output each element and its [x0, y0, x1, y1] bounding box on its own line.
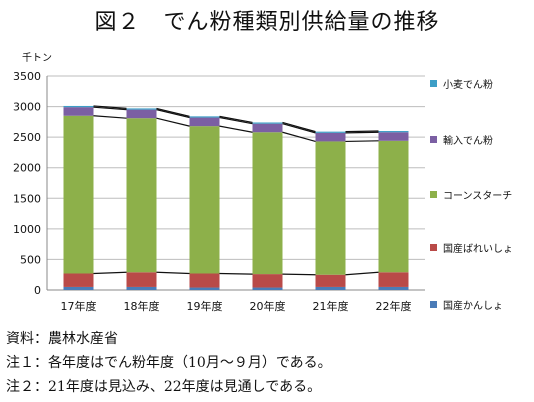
x-tick-label: 19年度	[187, 299, 223, 313]
bar-segment	[315, 286, 346, 290]
legend-label: 国産かんしょ	[443, 301, 503, 312]
bar-segment	[252, 123, 283, 133]
legend-label: 小麦でん粉	[443, 80, 493, 91]
bar-segment	[252, 287, 283, 290]
bar-segment	[63, 286, 94, 290]
notes: 資料：農林水産省 注１：各年度はでん粉年度（10月～９月）である。 注２：21年…	[6, 327, 332, 399]
bar-segment	[63, 107, 94, 116]
legend-swatch	[430, 80, 437, 87]
bar-segment	[189, 117, 220, 127]
legend-label: 国産ばれいしょ	[443, 244, 513, 255]
bar-segment	[252, 122, 283, 124]
bar-segment	[126, 286, 157, 290]
legend-item: 国産かんしょ	[430, 297, 503, 312]
y-tick-label: 1500	[13, 192, 41, 205]
bar-segment	[378, 272, 409, 287]
x-tick-label: 20年度	[250, 299, 286, 313]
y-tick-label: 2000	[13, 162, 41, 175]
legend-swatch	[430, 301, 437, 308]
note-1: 注１：各年度はでん粉年度（10月～９月）である。	[6, 355, 332, 371]
legend-label: コーンスターチ	[443, 191, 513, 202]
chart-title: 図２ でん粉種類別供給量の推移	[94, 10, 440, 35]
x-tick-label: 17年度	[61, 299, 97, 313]
legend-swatch	[430, 191, 437, 198]
bar-segment	[126, 118, 157, 273]
bar-segment	[189, 273, 220, 288]
stacked-bar-chart: 0 500 1000 1500 2000 2500 3000 3500 17年度 18年度 19年度…	[13, 70, 425, 313]
y-tick-label: 500	[20, 253, 41, 266]
source-note: 資料：農林水産省	[6, 331, 118, 347]
bar-segment	[189, 126, 220, 274]
bar-segment	[378, 286, 409, 290]
bar-segment	[378, 132, 409, 141]
bar-segment	[189, 116, 220, 118]
bar-segment	[63, 273, 94, 287]
note-2: 注２：21年度は見込み、22年度は見通しである。	[6, 379, 322, 395]
y-tick-label: 3500	[13, 70, 41, 83]
bar-segment	[378, 131, 409, 133]
legend-item: 輸入でん粉	[430, 132, 493, 147]
bar-segment	[63, 115, 94, 274]
legend-item: コーンスターチ	[430, 187, 512, 202]
bar-segment	[126, 109, 157, 119]
legend-item: 小麦でん粉	[430, 76, 493, 91]
bar-segment	[63, 105, 94, 108]
bar-segment	[315, 274, 346, 287]
y-tick-label: 3000	[13, 101, 41, 114]
y-tick-label: 1000	[13, 223, 41, 236]
bar-segment	[378, 140, 409, 273]
bar-segment	[126, 108, 157, 110]
y-tick-label: 0	[34, 284, 41, 297]
bar-segment	[252, 132, 283, 275]
bar-segment	[315, 131, 346, 133]
bar-segment	[252, 274, 283, 288]
bar-segment	[315, 132, 346, 142]
x-tick-label: 21年度	[313, 299, 349, 313]
bar-segment	[315, 141, 346, 275]
bar-segment	[189, 287, 220, 290]
x-tick-label: 22年度	[376, 299, 412, 313]
bar-segment	[126, 272, 157, 287]
x-tick-label: 18年度	[124, 299, 160, 313]
legend-label: 輸入でん粉	[443, 136, 493, 147]
y-axis-unit: 千トン	[22, 53, 52, 64]
y-tick-label: 2500	[13, 131, 41, 144]
legend-swatch	[430, 136, 437, 143]
legend-item: 国産ばれいしょ	[430, 240, 513, 255]
legend-swatch	[430, 244, 437, 251]
